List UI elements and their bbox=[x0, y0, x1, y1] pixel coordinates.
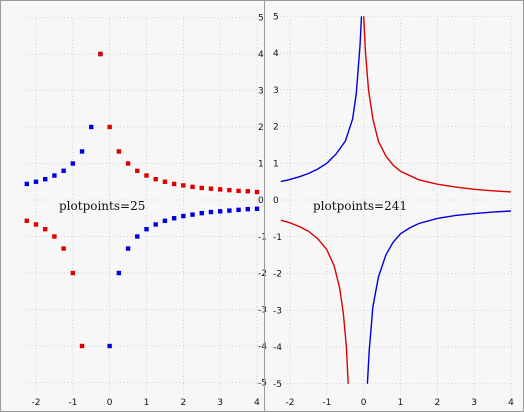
data-point bbox=[153, 222, 158, 227]
data-point bbox=[217, 209, 223, 214]
plotpoints-annotation: plotpoints=241 bbox=[313, 199, 407, 213]
data-point bbox=[89, 124, 94, 130]
data-point bbox=[43, 176, 48, 182]
y-tick-label: -3 bbox=[273, 306, 282, 316]
data-point bbox=[70, 161, 76, 166]
y-tick-label: -5 bbox=[258, 379, 267, 389]
y-tick-label: 1 bbox=[273, 159, 279, 169]
y-tick-label: 4 bbox=[273, 49, 279, 59]
data-point bbox=[61, 246, 66, 251]
data-point bbox=[125, 246, 131, 251]
data-point bbox=[24, 218, 29, 224]
data-point bbox=[107, 343, 112, 349]
x-tick-label: -2 bbox=[32, 398, 41, 408]
data-point bbox=[43, 227, 48, 232]
data-point bbox=[236, 188, 241, 194]
data-point bbox=[181, 213, 186, 219]
data-point bbox=[116, 149, 122, 154]
series-line bbox=[363, 16, 512, 193]
data-point bbox=[236, 207, 241, 213]
y-tick-label: 0 bbox=[273, 196, 279, 206]
data-point bbox=[199, 210, 204, 216]
x-tick-label: -1 bbox=[68, 398, 77, 408]
data-point bbox=[24, 181, 29, 187]
x-tick-label: 2 bbox=[180, 398, 186, 408]
data-point bbox=[61, 168, 66, 173]
y-tick-label: -1 bbox=[258, 233, 267, 243]
x-tick-label: 4 bbox=[254, 398, 260, 408]
x-tick-label: -2 bbox=[286, 398, 295, 408]
data-point bbox=[144, 227, 149, 232]
x-tick-label: -1 bbox=[322, 398, 331, 408]
y-tick-label: 2 bbox=[273, 123, 279, 133]
y-tick-label: 5 bbox=[258, 14, 264, 24]
data-point bbox=[199, 185, 204, 191]
x-tick-label: 0 bbox=[361, 398, 367, 408]
data-point bbox=[116, 270, 122, 276]
y-tick-label: -1 bbox=[273, 233, 282, 243]
data-point bbox=[254, 206, 260, 211]
data-point bbox=[98, 51, 103, 57]
data-point bbox=[254, 189, 260, 195]
x-tick-label: 3 bbox=[471, 398, 477, 408]
data-point bbox=[208, 209, 214, 215]
data-point bbox=[227, 208, 232, 213]
y-tick-label: 1 bbox=[258, 160, 264, 170]
x-tick-label: 0 bbox=[107, 398, 113, 408]
data-point bbox=[107, 124, 112, 130]
plotpoints-annotation: plotpoints=25 bbox=[59, 199, 145, 213]
data-point bbox=[171, 216, 177, 221]
data-point bbox=[125, 161, 131, 166]
x-tick-label: 3 bbox=[217, 398, 223, 408]
data-point bbox=[79, 343, 85, 349]
data-point bbox=[162, 179, 168, 184]
y-tick-label: -2 bbox=[273, 270, 282, 280]
data-point bbox=[33, 222, 39, 227]
y-tick-label: -2 bbox=[258, 269, 267, 279]
data-point bbox=[245, 206, 250, 212]
data-point bbox=[208, 186, 214, 191]
x-tick-label: 1 bbox=[144, 398, 150, 408]
data-point bbox=[190, 212, 195, 217]
x-tick-label: 1 bbox=[398, 398, 404, 408]
data-point bbox=[79, 149, 85, 154]
data-point bbox=[227, 187, 232, 193]
data-point bbox=[33, 179, 39, 184]
data-point bbox=[153, 176, 158, 182]
y-tick-label: 3 bbox=[273, 86, 279, 96]
data-point bbox=[135, 234, 140, 239]
data-point bbox=[52, 173, 57, 178]
data-point bbox=[181, 183, 186, 188]
data-point bbox=[190, 184, 195, 190]
x-tick-label: 4 bbox=[508, 398, 514, 408]
y-tick-label: 5 bbox=[273, 12, 279, 22]
y-tick-label: -5 bbox=[273, 380, 282, 390]
series-line bbox=[280, 219, 349, 384]
data-point bbox=[144, 173, 149, 178]
data-point bbox=[52, 234, 57, 239]
y-tick-label: -4 bbox=[273, 343, 282, 353]
x-tick-label: 2 bbox=[434, 398, 440, 408]
data-point bbox=[217, 187, 223, 192]
data-point bbox=[171, 181, 177, 187]
y-tick-label: 3 bbox=[258, 87, 264, 97]
data-point bbox=[245, 189, 250, 194]
y-tick-label: -3 bbox=[258, 306, 267, 316]
y-tick-label: 0 bbox=[258, 196, 264, 206]
series-line bbox=[280, 16, 363, 183]
y-tick-label: 4 bbox=[258, 50, 264, 60]
data-point bbox=[70, 270, 76, 276]
data-point bbox=[162, 218, 168, 224]
y-tick-label: 2 bbox=[258, 123, 264, 133]
y-tick-label: -4 bbox=[258, 342, 267, 352]
data-point bbox=[135, 168, 140, 173]
series-line bbox=[366, 210, 512, 384]
